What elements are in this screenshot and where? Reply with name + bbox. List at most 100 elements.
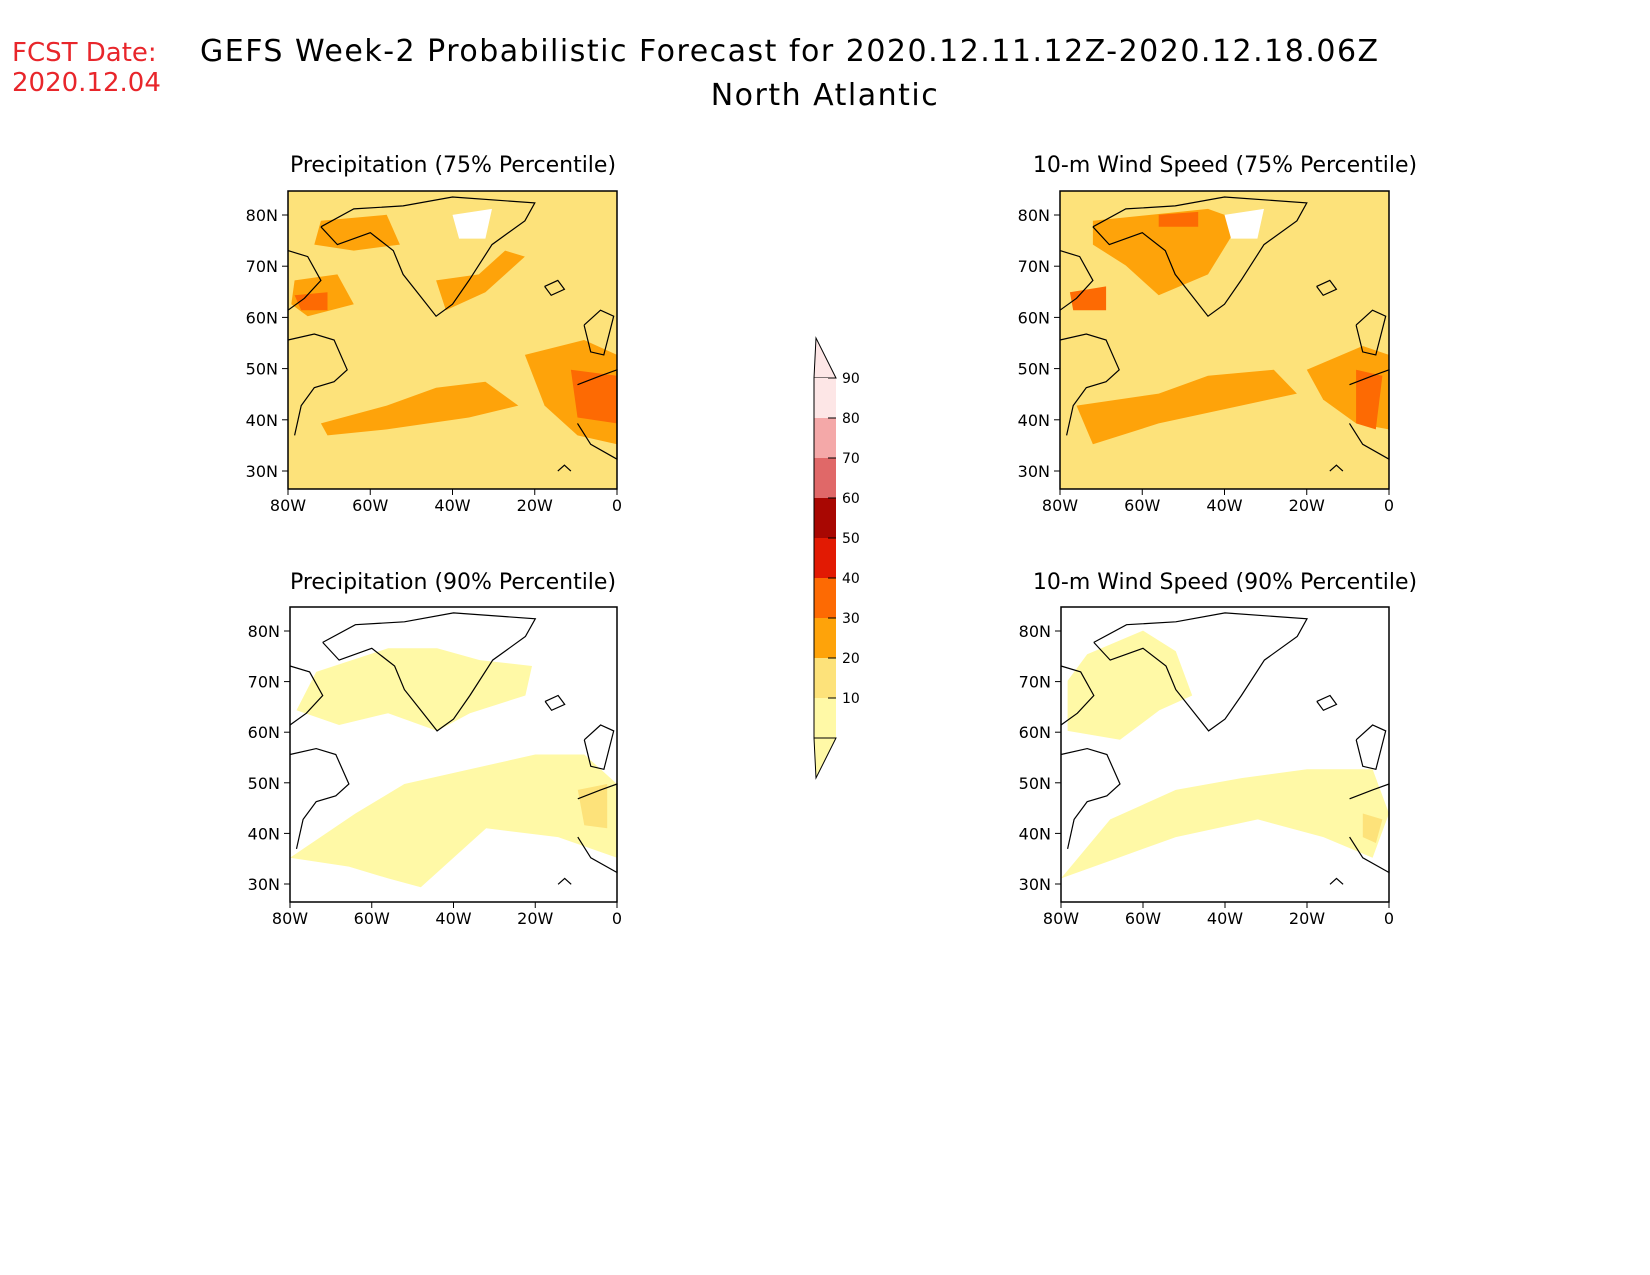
main-title: GEFS Week-2 Probabilistic Forecast for 2… xyxy=(200,34,1380,69)
lon-tick-label: 0 xyxy=(1384,909,1394,928)
lon-tick-label: 60W xyxy=(352,496,388,515)
coastline xyxy=(583,309,615,356)
coastline xyxy=(1059,333,1120,436)
lat-tick-label: 40N xyxy=(1018,411,1050,430)
map-panel-wind90: 10-m Wind Speed (90% Percentile) 80N 70N 60… xyxy=(1019,570,1417,928)
coastline xyxy=(287,333,348,436)
lat-tick-label: 70N xyxy=(1018,257,1050,276)
region-subtitle: North Atlantic xyxy=(710,78,940,113)
coastline xyxy=(544,694,566,712)
coastline xyxy=(289,747,350,850)
lon-tick-label: 20W xyxy=(1289,496,1325,515)
coastline xyxy=(287,250,322,311)
colorbar-label: 40 xyxy=(842,571,860,587)
probability-region xyxy=(1061,769,1389,879)
probability-region xyxy=(296,648,532,731)
colorbar-segment xyxy=(814,378,836,418)
lat-tick-label: 80N xyxy=(248,622,280,641)
lat-tick-label: 30N xyxy=(246,462,278,481)
probability-region xyxy=(1158,211,1199,227)
coastline xyxy=(1355,724,1387,771)
coastline xyxy=(1060,747,1121,850)
coastline xyxy=(289,665,324,726)
probability-region xyxy=(1224,208,1264,239)
lon-tick-label: 40W xyxy=(1207,909,1243,928)
probability-region xyxy=(1076,369,1297,445)
lat-tick-label: 30N xyxy=(248,875,280,894)
lat-tick-label: 40N xyxy=(246,411,278,430)
lat-tick-label: 50N xyxy=(248,774,280,793)
lon-tick-label: 80W xyxy=(272,909,308,928)
panel-title: 10-m Wind Speed (90% Percentile) xyxy=(1033,570,1417,595)
coastline xyxy=(1059,250,1094,311)
colorbar-label: 60 xyxy=(842,491,860,507)
lat-tick-label: 50N xyxy=(246,360,278,379)
colorbar-label: 20 xyxy=(842,651,860,667)
coastline xyxy=(1329,877,1344,885)
lat-tick-label: 60N xyxy=(1019,723,1051,742)
panel-title: Precipitation (75% Percentile) xyxy=(290,153,616,178)
colorbar-segment xyxy=(814,418,836,458)
lon-tick-label: 0 xyxy=(612,496,622,515)
lon-tick-label: 80W xyxy=(270,496,306,515)
lon-tick-label: 0 xyxy=(1384,496,1394,515)
colorbar-label: 70 xyxy=(842,451,860,467)
colorbar-segment xyxy=(814,578,836,618)
lon-tick-label: 0 xyxy=(612,909,622,928)
lon-tick-label: 80W xyxy=(1043,909,1079,928)
probability-region xyxy=(290,754,617,888)
lon-tick-label: 60W xyxy=(1124,496,1160,515)
lat-tick-label: 60N xyxy=(1018,308,1050,327)
coastline xyxy=(544,279,566,297)
probability-region xyxy=(1356,369,1383,430)
map-panel-precip75: Precipitation (75% Percentile) 80N 70N 60N 5… xyxy=(246,153,622,515)
lon-tick-label: 60W xyxy=(1125,909,1161,928)
colorbar-label: 50 xyxy=(842,531,860,547)
map-panel-wind75: 10-m Wind Speed (75% Percentile) 80N 70N 60… xyxy=(1018,153,1417,515)
colorbar-label: 30 xyxy=(842,611,860,627)
lon-tick-label: 20W xyxy=(517,496,553,515)
lon-tick-label: 20W xyxy=(517,909,553,928)
probability-region xyxy=(1067,630,1193,740)
lat-tick-label: 60N xyxy=(248,723,280,742)
colorbar-extend-bottom xyxy=(813,737,837,780)
coastline xyxy=(1316,279,1338,297)
lon-tick-label: 40W xyxy=(1206,496,1242,515)
lat-tick-label: 60N xyxy=(246,308,278,327)
lat-tick-label: 70N xyxy=(248,673,280,692)
colorbar-segment xyxy=(814,498,836,538)
lat-tick-label: 30N xyxy=(1019,875,1051,894)
lon-tick-label: 20W xyxy=(1289,909,1325,928)
lat-tick-label: 40N xyxy=(1019,824,1051,843)
colorbar-extend-top xyxy=(813,336,837,379)
forecast-date-value: 2020.12.04 xyxy=(12,68,161,98)
lat-tick-label: 70N xyxy=(246,257,278,276)
lon-tick-label: 80W xyxy=(1042,496,1078,515)
coastline xyxy=(1093,612,1308,732)
lon-tick-label: 40W xyxy=(435,909,471,928)
probability-region xyxy=(452,208,492,239)
lat-tick-label: 80N xyxy=(1019,622,1051,641)
probability-region xyxy=(577,784,608,829)
probability-region xyxy=(1362,813,1383,843)
lat-tick-label: 80N xyxy=(246,206,278,225)
panel-title: 10-m Wind Speed (75% Percentile) xyxy=(1033,153,1417,178)
lat-tick-label: 80N xyxy=(1018,206,1050,225)
colorbar-label: 80 xyxy=(842,411,860,427)
lon-tick-label: 40W xyxy=(434,496,470,515)
probability-region xyxy=(1069,286,1107,311)
probability-region xyxy=(294,292,328,311)
colorbar-label: 90 xyxy=(842,371,860,387)
forecast-date-label: FCST Date: xyxy=(12,38,157,68)
lat-tick-label: 50N xyxy=(1019,774,1051,793)
coastline xyxy=(1316,694,1338,712)
colorbar-segment xyxy=(814,538,836,578)
lat-tick-label: 70N xyxy=(1019,673,1051,692)
lon-tick-label: 60W xyxy=(354,909,390,928)
colorbar-segment xyxy=(814,658,836,698)
coastline xyxy=(1060,665,1095,726)
lat-tick-label: 40N xyxy=(248,824,280,843)
coastline xyxy=(557,464,572,472)
coastline xyxy=(1355,309,1387,356)
